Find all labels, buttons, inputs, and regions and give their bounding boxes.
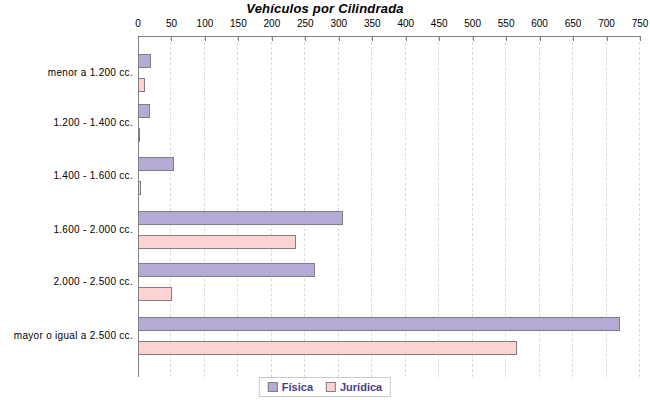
x-tick-mark (372, 37, 373, 41)
x-tick-mark (473, 37, 474, 41)
bar-juridica (138, 181, 141, 195)
x-tick-mark (439, 37, 440, 41)
x-tick-label: 750 (620, 18, 650, 29)
bar-fisica (138, 211, 343, 225)
x-tick-mark (205, 37, 206, 41)
gridline (639, 37, 640, 377)
legend-item-juridica: Jurídica (326, 381, 382, 393)
legend: Física Jurídica (259, 377, 391, 397)
x-tick-mark (506, 37, 507, 41)
bar-fisica (138, 104, 150, 118)
category-label: 1.200 - 1.400 cc. (0, 117, 133, 129)
bar-juridica (138, 235, 296, 249)
bar-fisica (138, 263, 315, 277)
x-tick-mark (305, 37, 306, 41)
bar-fisica (138, 157, 174, 171)
x-tick-mark (272, 37, 273, 41)
x-axis-line (138, 36, 641, 37)
bar-fisica (138, 54, 151, 68)
chart-title: Vehículos por Cilindrada (0, 1, 650, 16)
bar-fisica (138, 317, 620, 331)
bar-juridica (138, 287, 172, 301)
legend-swatch-juridica (326, 382, 336, 392)
category-label: menor a 1.200 cc. (0, 67, 133, 79)
bar-juridica (138, 128, 140, 142)
x-tick-mark (607, 37, 608, 41)
x-tick-mark (640, 37, 641, 41)
x-tick-mark (339, 37, 340, 41)
x-tick-mark (406, 37, 407, 41)
x-tick-mark (171, 37, 172, 41)
category-label: 1.400 - 1.600 cc. (0, 170, 133, 182)
category-label: 2.000 - 2.500 cc. (0, 276, 133, 288)
bar-juridica (138, 341, 517, 355)
x-tick-mark (573, 37, 574, 41)
legend-label-fisica: Física (282, 381, 313, 393)
legend-swatch-fisica (268, 382, 278, 392)
legend-item-fisica: Física (268, 381, 313, 393)
legend-label-juridica: Jurídica (340, 381, 382, 393)
x-tick-mark (540, 37, 541, 41)
x-tick-mark (238, 37, 239, 41)
category-label: mayor o igual a 2.500 cc. (0, 330, 133, 342)
bar-chart: Vehículos por Cilindrada 050100150200250… (0, 0, 650, 400)
category-label: 1.600 - 2.000 cc. (0, 224, 133, 236)
bar-juridica (138, 78, 145, 92)
